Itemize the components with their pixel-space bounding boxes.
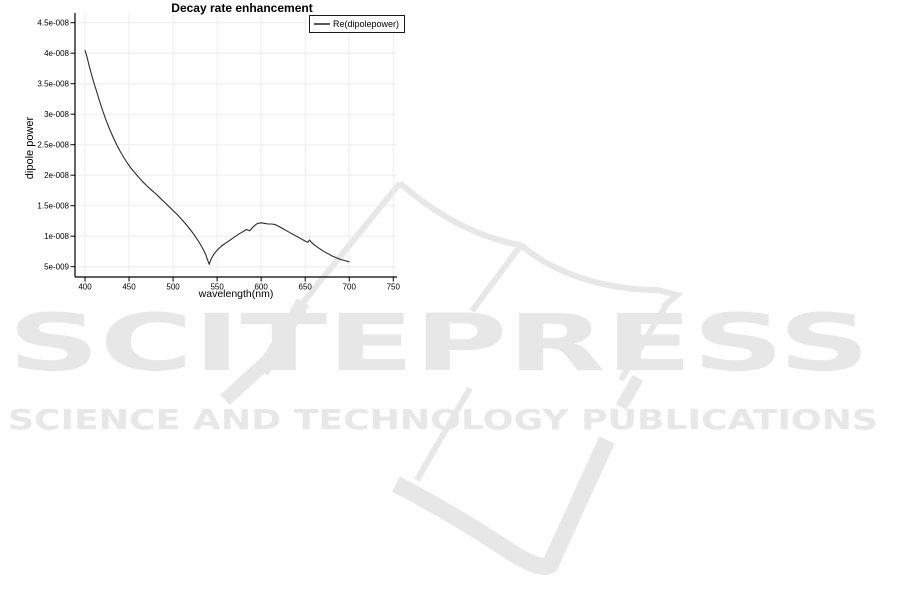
- x-tick-label: 500: [166, 283, 180, 292]
- x-tick-label: 600: [254, 283, 268, 292]
- scitepress-logo-mark: [220, 180, 684, 575]
- x-axis-label: wavelength(nm): [198, 288, 274, 300]
- y-tick-label: 3e-008: [44, 110, 69, 119]
- y-tick-label: 1.5e-008: [37, 202, 69, 211]
- decay-rate-chart: 400 450 500 550 600 650 700 750 5e-009 1e-008 1.5e…: [24, 1, 405, 300]
- x-tick-label: 550: [210, 283, 224, 292]
- legend: Re(dipolepower): [309, 15, 405, 33]
- tick-labels: 400 450 500 550 600 650 700 750 5e-009 1e-008 1.5e…: [37, 19, 400, 292]
- y-tick-label: 3.5e-008: [37, 80, 69, 89]
- x-tick-label: 650: [299, 283, 313, 292]
- axes: [70, 13, 397, 282]
- book-swoosh: [392, 436, 615, 575]
- bolt-slash: [615, 374, 644, 411]
- x-tick-label: 450: [122, 283, 136, 292]
- book-outline-fold: [469, 243, 524, 313]
- gridlines: [75, 14, 397, 277]
- legend-label: Re(dipolepower): [333, 19, 399, 29]
- book-outline-roof-a: [398, 180, 522, 248]
- legend-box: [309, 15, 405, 33]
- y-axis-label: dipole power: [24, 116, 36, 179]
- book-outline-lower-left-edge: [414, 386, 473, 482]
- y-tick-label: 4e-008: [44, 49, 69, 58]
- x-tick-label: 750: [387, 283, 401, 292]
- y-tick-label: 4.5e-008: [37, 19, 69, 28]
- y-tick-label: 5e-009: [44, 263, 69, 272]
- book-outline-left-roof: [289, 181, 403, 318]
- watermark-title-text: SCITEPRESS: [8, 299, 870, 389]
- y-tick-label: 2e-008: [44, 171, 69, 180]
- book-outline-right-edge: [618, 300, 671, 382]
- y-tick-label: 1e-008: [44, 232, 69, 241]
- x-tick-label: 700: [343, 283, 357, 292]
- bolt-arrowhead: [220, 349, 279, 406]
- watermark-subtitle-text: SCIENCE AND TECHNOLOGY PUBLICATIONS: [8, 403, 878, 436]
- data-series: [84, 49, 350, 265]
- x-tick-label: 400: [78, 283, 92, 292]
- series-line: [84, 49, 350, 265]
- book-outline-roof-b: [519, 242, 659, 293]
- y-tick-label: 2.5e-008: [37, 141, 69, 150]
- chart-title: Decay rate enhancement: [171, 1, 312, 15]
